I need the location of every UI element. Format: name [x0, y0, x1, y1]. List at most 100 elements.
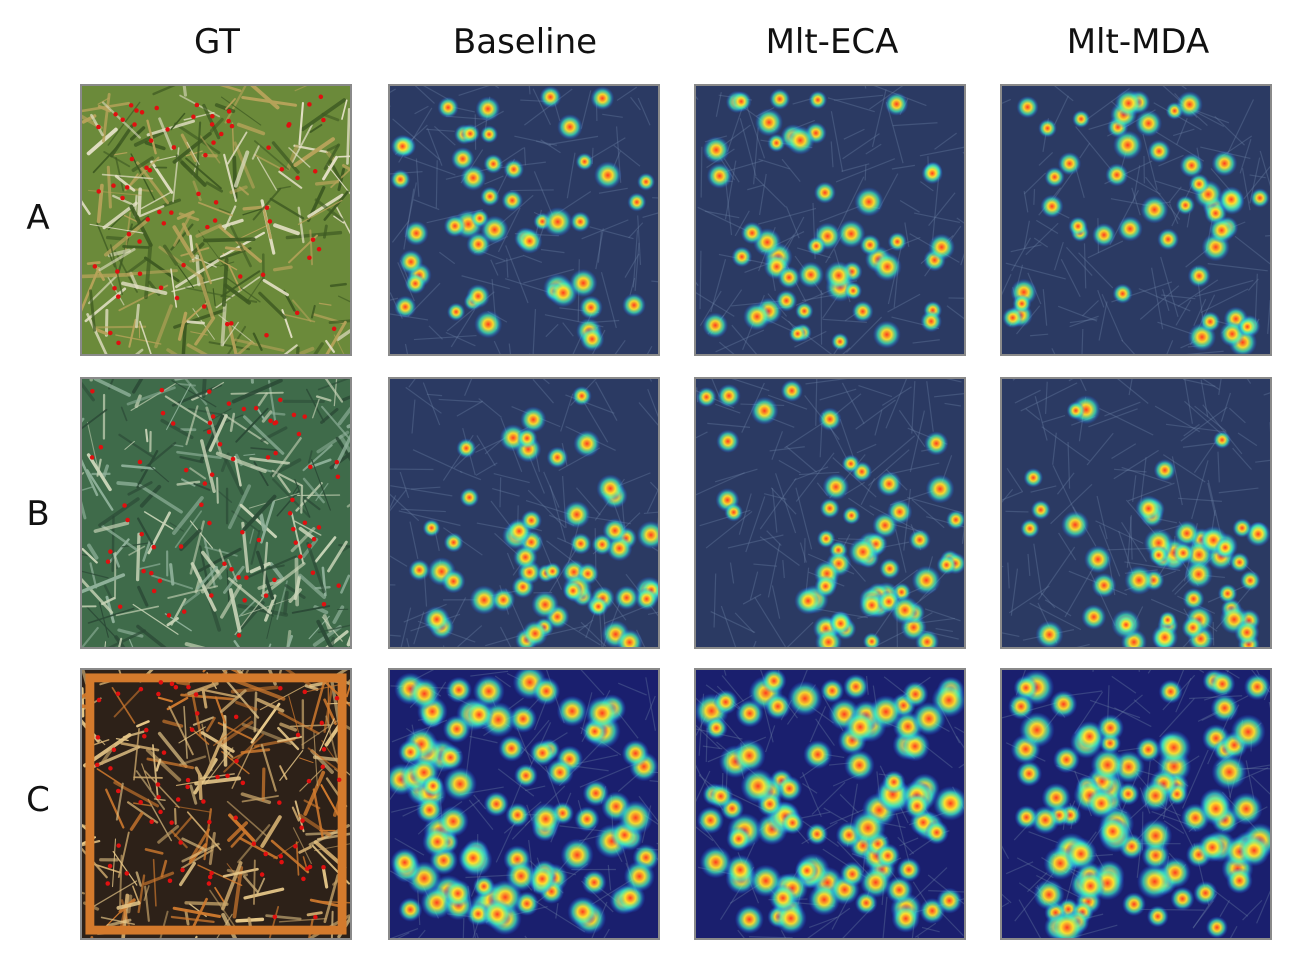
annotation-dot — [218, 131, 224, 137]
annotation-dot — [90, 389, 95, 394]
annotation-dot — [174, 295, 180, 301]
annotation-dot — [295, 175, 300, 181]
annotation-dot — [306, 778, 312, 784]
annotation-dot — [137, 239, 142, 244]
annotation-dot — [191, 114, 196, 120]
annotation-dot — [201, 799, 206, 804]
annotation-dot — [273, 420, 279, 425]
annotation-dot — [181, 609, 187, 614]
annotation-dot — [180, 867, 185, 873]
annotation-dot — [124, 871, 130, 876]
annotation-dot — [210, 114, 215, 119]
annotation-dot — [253, 405, 259, 411]
annotation-dot — [111, 747, 117, 753]
annotation-dot — [336, 777, 342, 783]
annotation-dot — [295, 732, 301, 738]
annotation-dot — [298, 554, 303, 559]
annotation-dot — [229, 321, 234, 326]
annotation-dot — [156, 794, 161, 800]
annotation-dot — [319, 720, 325, 726]
annotation-dot — [95, 735, 101, 740]
annotation-dot — [310, 237, 316, 243]
annotation-dot — [263, 593, 269, 598]
annotation-dot — [112, 285, 117, 291]
annotation-dot — [300, 818, 305, 823]
density-heatmap — [1002, 379, 1270, 647]
annotation-dot — [301, 876, 306, 882]
annotation-dot — [175, 797, 181, 802]
annotation-dot — [256, 537, 262, 543]
annotation-dot — [115, 269, 120, 274]
annotation-dot — [311, 536, 317, 542]
panel-c-gt — [80, 668, 352, 940]
annotation-dot — [226, 118, 231, 124]
annotation-dot — [181, 262, 186, 268]
annotation-dot — [199, 502, 204, 507]
annotation-dot — [308, 464, 313, 470]
annotation-dot — [120, 117, 125, 123]
annotation-dot — [183, 467, 189, 473]
annotation-dot — [207, 389, 212, 394]
density-heatmap — [696, 379, 964, 647]
row-label-b: B — [26, 494, 50, 534]
annotation-dot — [251, 841, 257, 846]
annotation-dot — [240, 529, 245, 535]
annotation-dot — [195, 711, 200, 716]
annotation-dot — [335, 474, 341, 479]
annotation-dot — [321, 117, 326, 123]
panel-c-baseline — [388, 668, 660, 940]
annotation-dot — [234, 758, 239, 764]
annotation-dot — [263, 851, 268, 857]
column-header-baseline: Baseline — [452, 22, 598, 62]
annotation-dot — [233, 714, 239, 720]
annotation-dot — [107, 863, 113, 869]
annotation-dot — [264, 205, 270, 211]
ground-truth-image — [82, 86, 350, 354]
annotation-dot — [277, 800, 282, 805]
annotation-dot — [144, 727, 149, 733]
annotation-dot — [293, 540, 298, 545]
panel-a-gt — [80, 84, 352, 356]
annotation-dot — [279, 859, 284, 865]
annotation-dot — [126, 231, 132, 237]
annotation-dot — [233, 815, 238, 821]
annotation-dot — [294, 310, 300, 316]
annotation-dot — [321, 602, 327, 607]
annotation-dot — [266, 145, 271, 150]
annotation-dot — [141, 568, 146, 574]
annotation-dot — [279, 167, 285, 172]
annotation-dot — [95, 762, 100, 768]
annotation-dot — [92, 264, 98, 269]
annotation-dot — [125, 517, 130, 523]
annotation-dot — [287, 511, 293, 516]
panel-b-gt — [80, 377, 352, 649]
annotation-dot — [212, 218, 218, 223]
annotation-dot — [108, 330, 113, 336]
annotation-dot — [138, 686, 144, 692]
annotation-dot — [210, 414, 216, 419]
annotation-dot — [159, 387, 165, 393]
annotation-dot — [144, 165, 149, 170]
annotation-dot — [331, 326, 337, 332]
column-header-mlt-mda: Mlt-MDA — [1066, 22, 1210, 62]
annotation-dot — [108, 766, 113, 771]
annotation-dot — [305, 866, 310, 871]
annotation-dot — [158, 680, 164, 685]
annotation-dot — [134, 108, 139, 113]
annotation-dot — [237, 274, 243, 279]
density-heatmap — [390, 379, 658, 647]
density-heatmap — [1002, 670, 1270, 938]
annotation-dot — [225, 773, 230, 779]
annotation-dot — [196, 191, 201, 197]
annotation-dot — [98, 444, 104, 450]
annotation-dot — [138, 799, 143, 805]
annotation-dot — [302, 520, 308, 525]
annotation-dot — [120, 195, 125, 201]
annotation-dot — [115, 691, 121, 696]
annotation-dot — [157, 209, 162, 215]
annotation-dot — [161, 221, 167, 226]
annotation-dot — [259, 872, 265, 877]
annotation-dot — [137, 271, 143, 277]
annotation-dot — [240, 780, 246, 786]
panel-c-mlt-eca — [694, 668, 966, 940]
